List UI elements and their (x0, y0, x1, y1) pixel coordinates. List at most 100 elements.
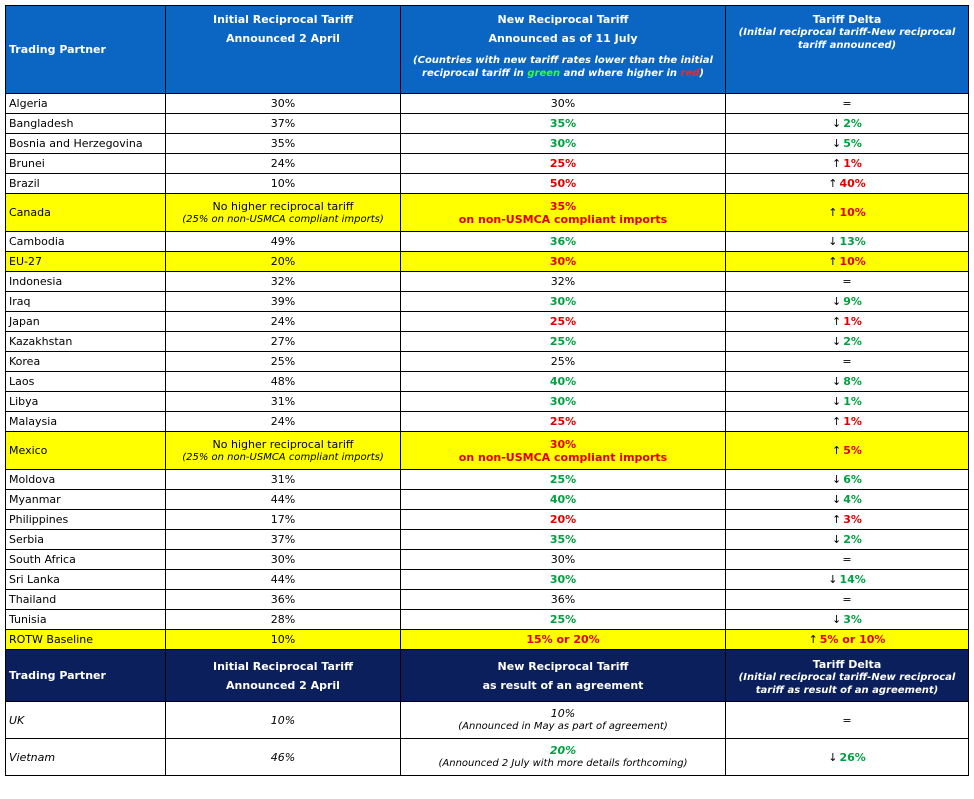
delta-cell: ↓ 5% (725, 133, 969, 154)
new-value: 20% (549, 513, 577, 526)
initial-value: 20% (270, 255, 296, 268)
new-value: 25% (549, 613, 577, 626)
initial-cell: 36% (165, 589, 401, 610)
initial-value: 27% (270, 335, 296, 348)
initial-cell: 20% (165, 251, 401, 272)
delta-cell: ↓ 8% (725, 371, 969, 392)
header2-delta-title: Tariff Delta (812, 657, 882, 671)
header-new-note-a: (Countries with new tariff rates lower t… (413, 55, 713, 79)
new-value: 30% (549, 573, 577, 586)
partner-cell: Moldova (5, 469, 166, 490)
initial-cell: 31% (165, 391, 401, 412)
initial-value: 35% (270, 137, 296, 150)
new-note: on non-USMCA compliant imports (458, 450, 668, 464)
new-value: 25% (549, 473, 577, 486)
new-cell: 32% (400, 271, 726, 292)
initial-value: 37% (270, 117, 296, 130)
delta-cell: ↑ 5% or 10% (725, 629, 969, 650)
new-cell: 50% (400, 173, 726, 194)
delta-value: 5% or 10% (819, 633, 886, 646)
arrow-down-icon: ↓ (832, 375, 842, 388)
partner-cell: Sri Lanka (5, 569, 166, 590)
new-note: (Announced 2 July with more details fort… (438, 758, 688, 769)
new-cell: 40% (400, 489, 726, 510)
arrow-down-icon: ↓ (832, 137, 842, 150)
delta-value: 1% (843, 315, 862, 328)
new-value: 10% (550, 707, 576, 720)
delta-cell: ↓ 2% (725, 529, 969, 550)
initial-note: (25% on non-USMCA compliant imports) (182, 451, 384, 463)
partner-cell: Malaysia (5, 411, 166, 432)
header-initial-tariff: Initial Reciprocal Tariff Announced 2 Ap… (165, 5, 401, 94)
partner-cell: Japan (5, 311, 166, 332)
initial-cell: 32% (165, 271, 401, 292)
delta-cell: ↓ 6% (725, 469, 969, 490)
agreement-section: Trading Partner Initial Reciprocal Tarif… (5, 649, 969, 702)
new-value: 20% (549, 744, 577, 757)
table-row: Laos 48% 40% ↓ 8% (5, 371, 969, 392)
new-cell: 25% (400, 331, 726, 352)
table-row: ROTW Baseline 10% 15% or 20% ↑ 5% or 10% (5, 629, 969, 650)
delta-value: 14% (839, 573, 866, 586)
arrow-down-icon: ↓ (832, 613, 842, 626)
delta-cell: ↓ 2% (725, 113, 969, 134)
delta-cell: ↓ 4% (725, 489, 969, 510)
table-row: Brunei 24% 25% ↑ 1% (5, 153, 969, 174)
new-cell: 35% (400, 113, 726, 134)
header-new-note-green: green (527, 68, 561, 79)
initial-cell: 46% (165, 738, 401, 776)
delta-cell: ↑ 5% (725, 431, 969, 470)
initial-cell: 35% (165, 133, 401, 154)
header2-new-tariff: New Reciprocal Tariff as result of an ag… (400, 649, 726, 702)
delta-cell: ↓ 9% (725, 291, 969, 312)
initial-cell: 31% (165, 469, 401, 490)
new-value: 25% (549, 415, 577, 428)
delta-cell: ↓ 26% (725, 738, 969, 776)
initial-value: 37% (270, 533, 296, 546)
initial-value: 32% (270, 275, 296, 288)
table-row: Sri Lanka 44% 30% ↓ 14% (5, 569, 969, 590)
new-value: 40% (549, 493, 577, 506)
partner-cell: Philippines (5, 509, 166, 530)
initial-cell: 28% (165, 609, 401, 630)
header-initial-title: Initial Reciprocal Tariff (213, 13, 353, 26)
new-cell: 20% (400, 509, 726, 530)
delta-cell: = (725, 549, 969, 570)
initial-cell: 48% (165, 371, 401, 392)
initial-value: 44% (270, 493, 296, 506)
partner-cell: Thailand (5, 589, 166, 610)
table-row: Bangladesh 37% 35% ↓ 2% (5, 113, 969, 134)
initial-value: No higher reciprocal tariff (212, 437, 354, 451)
delta-cell: ↓ 1% (725, 391, 969, 412)
delta-value: 8% (843, 375, 862, 388)
partner-cell: Canada (5, 193, 166, 232)
table-header: Trading Partner Initial Reciprocal Tarif… (5, 5, 969, 94)
header2-trading-partner: Trading Partner (5, 649, 166, 702)
delta-value: 10% (839, 206, 866, 219)
header2-initial-sub: Announced 2 April (226, 678, 340, 692)
new-value: 25% (549, 335, 577, 348)
initial-value: 31% (270, 473, 296, 486)
delta-cell: ↓ 3% (725, 609, 969, 630)
delta-cell: ↑ 10% (725, 193, 969, 232)
agreement-row: UK 10% 10% (Announced in May as part of agr… (5, 701, 969, 739)
table-row: Philippines 17% 20% ↑ 3% (5, 509, 969, 530)
initial-note: (25% on non-USMCA compliant imports) (182, 213, 384, 225)
table-row: Myanmar 44% 40% ↓ 4% (5, 489, 969, 510)
agreement-header: Trading Partner Initial Reciprocal Tarif… (5, 649, 969, 702)
delta-value: 26% (839, 750, 866, 764)
initial-value: 36% (270, 593, 296, 606)
table-row: Thailand 36% 36% = (5, 589, 969, 610)
delta-value: 9% (843, 295, 862, 308)
arrow-down-icon: ↓ (832, 335, 842, 348)
initial-cell: 39% (165, 291, 401, 312)
table-row: South Africa 30% 30% = (5, 549, 969, 570)
new-value: 30% (549, 295, 577, 308)
arrow-up-icon: ↑ (832, 513, 842, 526)
new-value: 30% (549, 255, 577, 268)
table-row: Mexico No higher reciprocal tariff (25% on… (5, 431, 969, 470)
table-row: Algeria 30% 30% = (5, 93, 969, 114)
new-cell: 36% (400, 589, 726, 610)
arrow-up-icon: ↑ (832, 444, 842, 457)
delta-value: 3% (843, 613, 862, 626)
